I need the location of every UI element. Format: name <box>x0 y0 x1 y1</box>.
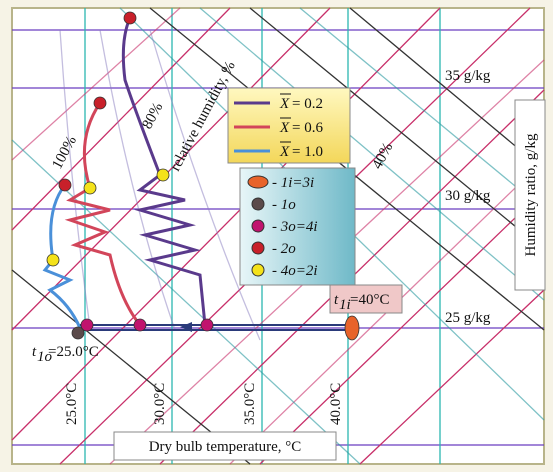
x-axis-box <box>113 431 337 461</box>
state-points <box>46 11 360 341</box>
temp-symbol: t <box>32 344 37 360</box>
legend-text: - 1i=3i <box>272 175 314 191</box>
legend-marker <box>251 197 265 211</box>
legend-symbol: X <box>279 144 290 160</box>
legend-marker <box>247 175 269 189</box>
legend-text: = 1.0 <box>292 144 323 160</box>
legend-text: = 0.2 <box>292 96 323 112</box>
dry-bulb-label: 25.0°C <box>64 383 80 425</box>
legend-symbol: X <box>279 96 290 112</box>
humidity-ratio-label: 25 g/kg <box>445 310 491 326</box>
legend-text: - 3o=4i <box>272 219 318 235</box>
dry-bulb-label: 35.0°C <box>242 383 258 425</box>
temp-symbol: t <box>334 292 339 308</box>
humidity-ratio-label: 30 g/kg <box>445 188 491 204</box>
temp-value: =40°C <box>350 292 389 308</box>
legend-text: - 4o=2i <box>272 263 318 279</box>
dry-bulb-label: 30.0°C <box>152 383 168 425</box>
legend-marker <box>251 241 265 255</box>
humidity-ratio-axis: Humidity ratio, g/kg <box>523 133 539 256</box>
dry-bulb-axis: Dry bulb temperature, °C <box>149 439 302 455</box>
y-axis-box <box>514 99 546 291</box>
legend-marker <box>251 263 265 277</box>
temp-subscript: 1o <box>37 349 53 365</box>
foreground: 35 g/kg 30 g/kg 25 g/kg Humidity ratio, g/k… <box>32 59 539 455</box>
process-curves <box>42 17 352 332</box>
humidity-ratio-label: 35 g/kg <box>445 68 491 84</box>
legend-text: - 1o <box>272 197 296 213</box>
dry-bulb-label: 40.0°C <box>328 383 344 425</box>
temp-subscript: 1i <box>339 297 351 313</box>
legend-symbol: X <box>279 120 290 136</box>
legend-text: = 0.6 <box>292 120 323 136</box>
legend-text: - 2o <box>272 241 296 257</box>
temp-value: =25.0°C <box>48 344 99 360</box>
inlet-label-box <box>329 284 403 314</box>
legend-marker <box>251 219 265 233</box>
